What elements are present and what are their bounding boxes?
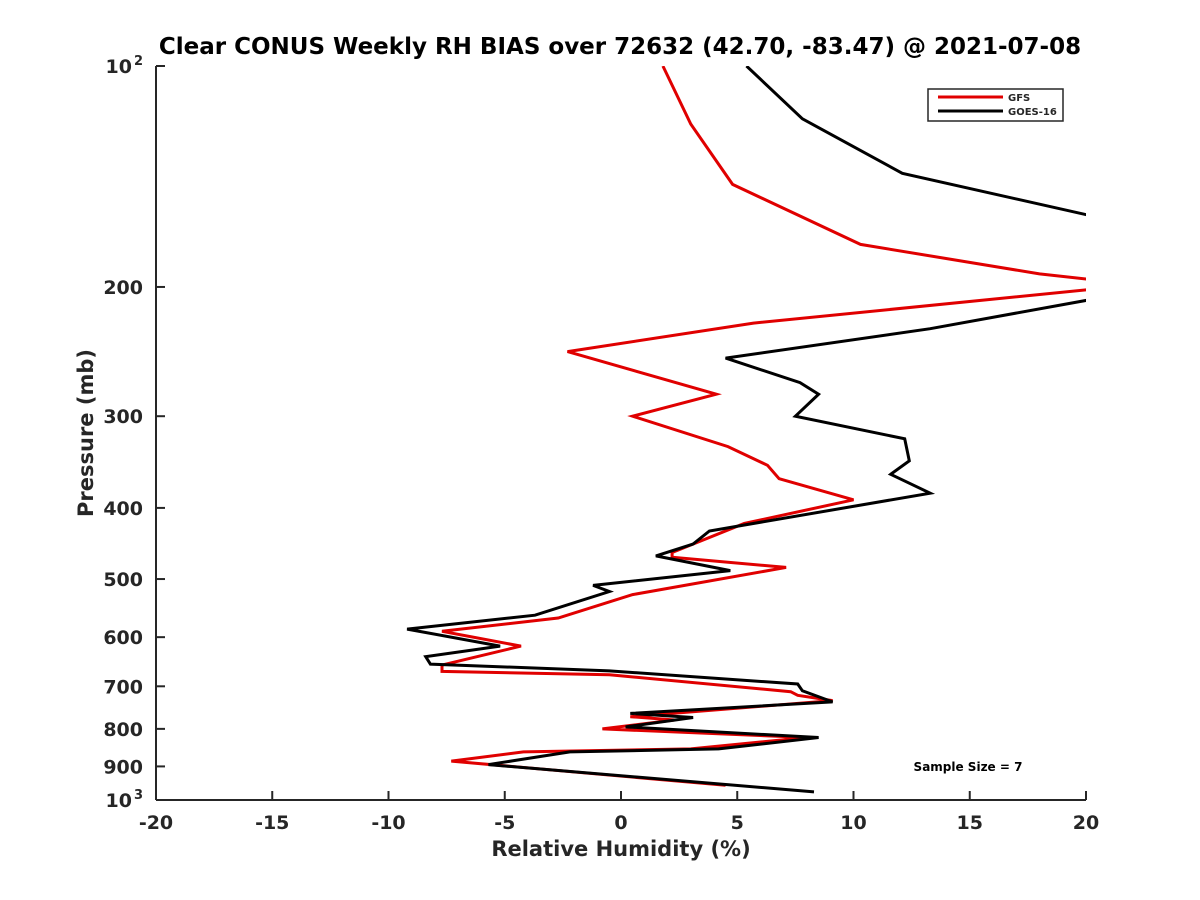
x-tick-label: -10 [371,812,405,834]
y-tick-label: 300 [103,406,143,428]
y-tick-label: 500 [103,569,143,591]
x-tick-label: -15 [255,812,289,834]
x-tick-label: 5 [731,812,744,834]
plot-frame [155,66,1086,801]
series-line-goes-16 [406,66,1086,794]
x-tick-label: 20 [1073,812,1099,834]
y-tick-label: 10 [106,790,132,812]
legend-box [927,88,1064,122]
x-tick-label: -20 [139,812,173,834]
y-tick-label: 200 [103,277,143,299]
y-tick-label: 900 [103,756,143,778]
y-tick-label: 700 [103,676,143,698]
y-tick-exponent: 3 [134,788,143,803]
y-tick-label: 400 [103,498,143,520]
chart-title: Clear CONUS Weekly RH BIAS over 72632 (4… [159,34,1081,60]
x-tick-label: 10 [840,812,866,834]
x-axis-label: Relative Humidity (%) [491,837,750,861]
y-axis-label: Pressure (mb) [74,349,98,517]
series-layer [406,66,1086,794]
x-tick-label: -5 [494,812,515,834]
x-tick-label: 0 [614,812,627,834]
y-tick-label: 600 [103,627,143,649]
series-line-gfs [440,66,1086,787]
y-tick-label: 10 [106,56,132,78]
legend-label: GOES-16 [1008,107,1057,118]
legend: GFS GOES-16 [927,88,1064,122]
legend-label: GFS [1008,93,1030,104]
y-tick-label: 800 [103,719,143,741]
sample-size-annotation: Sample Size = 7 [914,760,1023,774]
x-tick-label: 15 [957,812,983,834]
y-tick-exponent: 2 [134,54,143,69]
